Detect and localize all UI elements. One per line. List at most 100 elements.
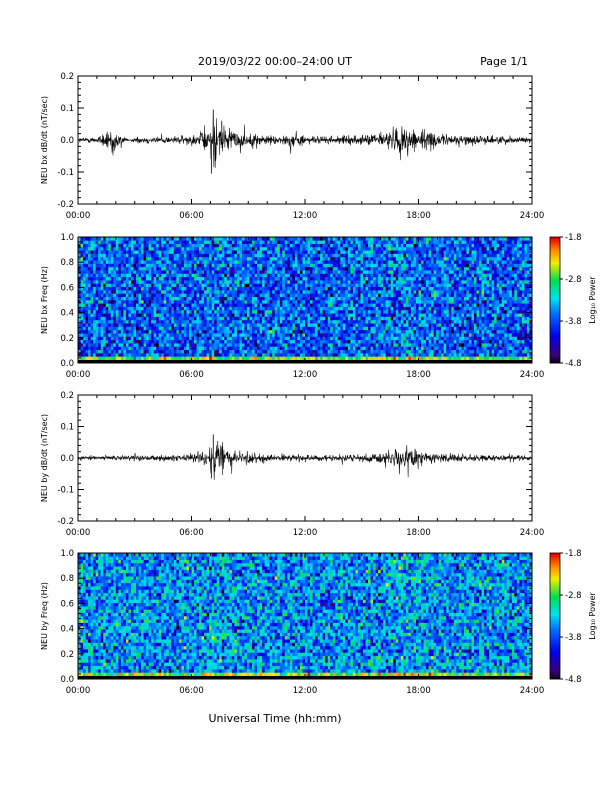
spectrogram-cell xyxy=(345,313,349,317)
spectrogram-cell xyxy=(196,296,200,301)
spectrogram-cell xyxy=(277,303,281,307)
spectrogram-cell xyxy=(269,313,273,317)
spectrogram-cell xyxy=(103,326,107,331)
spectrogram-cell xyxy=(199,303,202,307)
spectrogram-cell xyxy=(312,270,316,274)
spectrogram-cell xyxy=(289,323,293,327)
spectrogram-cell xyxy=(393,303,397,307)
spectrogram-cell xyxy=(133,326,137,331)
spectrogram-cell xyxy=(264,316,268,321)
spectrogram-cell xyxy=(108,290,112,294)
spectrogram-cell xyxy=(80,303,84,307)
spectrogram-cell xyxy=(322,246,326,251)
spectrogram-cell xyxy=(211,329,215,334)
spectrogram-cell xyxy=(368,240,371,244)
spectrogram-cell xyxy=(388,336,392,341)
spectrogram-cell xyxy=(204,270,207,274)
spectrogram-cell xyxy=(305,356,308,360)
spectrogram-cell xyxy=(332,283,336,288)
spectrogram-cell xyxy=(168,326,172,331)
spectrogram-cell xyxy=(342,237,346,241)
spectrogram-cell xyxy=(244,343,248,347)
spectrogram-cell xyxy=(158,243,162,248)
spectrogram-cell xyxy=(138,237,142,241)
spectrogram-cell xyxy=(166,290,170,294)
spectrogram-cell xyxy=(330,276,334,281)
spectrogram-cell xyxy=(153,323,157,327)
spectrogram-cell xyxy=(257,329,260,334)
spectrogram-cell xyxy=(352,303,356,307)
spectrogram-cell xyxy=(105,237,109,241)
spectrogram-cell xyxy=(375,250,379,254)
spectrogram-cell xyxy=(325,346,328,351)
spectrogram-cell xyxy=(277,280,281,284)
spectrogram-cell xyxy=(269,250,273,254)
spectrogram-cell xyxy=(188,250,192,254)
spectrogram-cell xyxy=(80,243,84,248)
spectrogram-cell xyxy=(241,260,245,264)
spectrogram-cell xyxy=(307,293,311,297)
spectrogram-cell xyxy=(370,326,374,331)
spectrogram-cell xyxy=(312,333,316,337)
spectrogram-cell xyxy=(373,260,376,264)
spectrogram-cell xyxy=(183,329,187,334)
spectrogram-cell xyxy=(219,339,223,344)
spectrogram-cell xyxy=(259,336,263,341)
spectrogram-cell xyxy=(365,306,369,311)
spectrogram-cell xyxy=(123,237,127,241)
spectrogram-cell xyxy=(299,313,303,317)
spectrogram-cell xyxy=(178,349,182,354)
spectrogram-cell xyxy=(98,300,101,304)
spectrogram-cell xyxy=(133,343,137,347)
spectrogram-cell xyxy=(176,309,180,314)
spectrogram-cell xyxy=(130,339,134,344)
spectrogram-cell xyxy=(241,353,245,357)
spectrogram-cell xyxy=(176,283,180,288)
spectrogram-cell xyxy=(158,326,162,331)
spectrogram-cell xyxy=(120,260,124,264)
spectrogram-cell xyxy=(282,313,286,317)
spectrogram-cell xyxy=(130,313,134,317)
spectrogram-cell xyxy=(191,296,195,301)
spectrogram-cell xyxy=(269,300,273,304)
spectrogram-cell xyxy=(373,263,376,268)
spectrogram-cell xyxy=(204,296,207,301)
spectrogram-cell xyxy=(246,353,250,357)
spectrogram-cell xyxy=(226,313,230,317)
spectrogram-cell xyxy=(163,276,167,281)
spectrogram-cell xyxy=(299,349,303,354)
spectrogram-cell xyxy=(224,250,228,254)
spectrogram-cell xyxy=(118,273,122,278)
spectrogram-cell xyxy=(335,253,339,258)
spectrogram-cell xyxy=(143,346,147,351)
spectrogram-cell xyxy=(173,280,177,284)
spectrogram-cell xyxy=(234,333,238,337)
spectrogram-cell xyxy=(105,329,109,334)
spectrogram-cell xyxy=(360,286,364,291)
spectrogram-cell xyxy=(307,276,311,281)
spectrogram-cell xyxy=(229,266,233,271)
spectrogram-cell xyxy=(350,356,354,360)
spectrogram-cell xyxy=(352,266,356,271)
spectrogram-cell xyxy=(390,326,394,331)
spectrogram-cell xyxy=(246,243,250,248)
spectrogram-cell xyxy=(191,256,195,261)
spectrogram-cell xyxy=(216,343,220,347)
spectrogram-cell xyxy=(194,329,197,334)
spectrogram-cell xyxy=(352,356,356,360)
spectrogram-cell xyxy=(269,343,273,347)
spectrogram-cell xyxy=(395,333,399,337)
spectrogram-cell xyxy=(393,240,397,244)
spectrogram-cell xyxy=(355,276,359,281)
spectrogram-cell xyxy=(88,283,91,288)
spectrogram-cell xyxy=(320,283,323,288)
spectrogram-cell xyxy=(327,256,331,261)
spectrogram-cell xyxy=(241,240,245,244)
spectrogram-cell xyxy=(103,253,107,258)
spectrogram-cell xyxy=(201,323,205,327)
spectrogram-cell xyxy=(272,306,276,311)
spectrogram-cell xyxy=(216,326,220,331)
spectrogram-cell xyxy=(98,283,101,288)
spectrogram-cell xyxy=(83,309,86,314)
spectrogram-cell xyxy=(327,260,331,264)
